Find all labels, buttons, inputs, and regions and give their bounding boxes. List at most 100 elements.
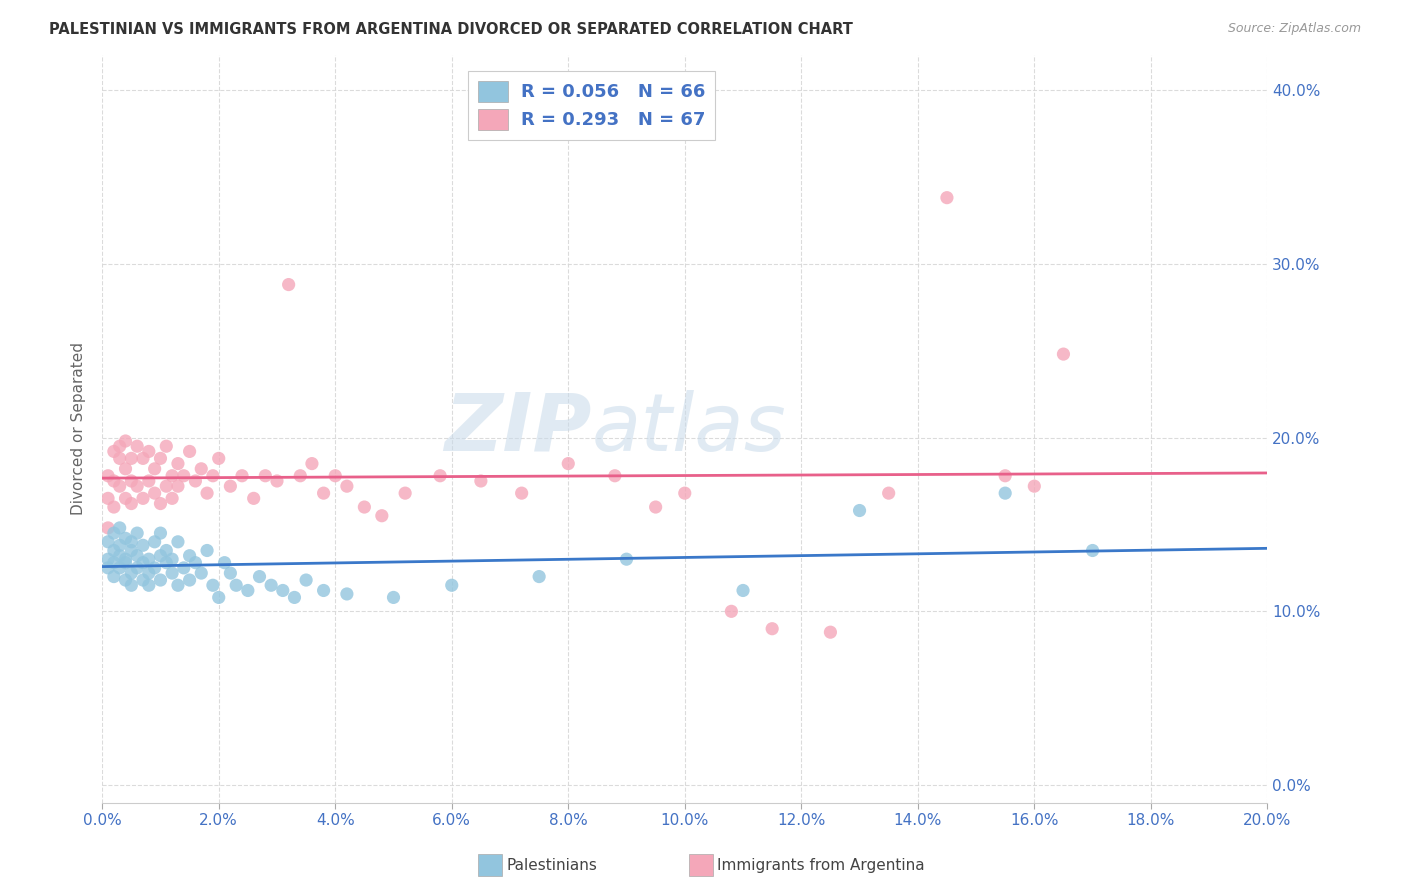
Point [114,462,136,476]
Legend: R = 0.056   N = 66, R = 0.293   N = 67: R = 0.056 N = 66, R = 0.293 N = 67 [468,71,716,140]
Point [103,556,125,570]
Point [103,543,125,558]
Point [149,497,172,511]
Point [994,468,1017,483]
Point [219,566,242,580]
Point [155,439,177,453]
Point [208,451,231,466]
Point [138,552,160,566]
Point [155,543,177,558]
Point [312,486,335,500]
Point [195,543,218,558]
Point [266,474,288,488]
Point [201,578,224,592]
Point [127,549,149,563]
Point [155,479,177,493]
Point [120,497,142,511]
Point [225,578,247,592]
Point [114,434,136,448]
Point [97,491,120,506]
Point [190,462,212,476]
Point [114,573,136,587]
Point [848,503,870,517]
Text: Source: ZipAtlas.com: Source: ZipAtlas.com [1227,22,1361,36]
Point [108,439,131,453]
Point [1081,543,1104,558]
Point [149,526,172,541]
Point [160,566,183,580]
Point [1052,347,1074,361]
Point [877,486,900,500]
Point [120,578,142,592]
Point [138,578,160,592]
Point [720,604,742,618]
Point [336,479,359,493]
Point [108,538,131,552]
Point [761,622,783,636]
Point [143,534,166,549]
Point [429,468,451,483]
Point [138,444,160,458]
Point [179,549,201,563]
Point [242,491,264,506]
Point [167,578,190,592]
Point [108,549,131,563]
Point [132,491,155,506]
Point [97,521,120,535]
Point [394,486,416,500]
Point [290,468,312,483]
Point [114,491,136,506]
Point [127,479,149,493]
Point [120,451,142,466]
Point [260,578,283,592]
Point [108,451,131,466]
Point [371,508,394,523]
Point [935,191,957,205]
Point [143,561,166,575]
Point [173,561,195,575]
Point [114,552,136,566]
Point [160,468,183,483]
Point [214,556,236,570]
Text: Immigrants from Argentina: Immigrants from Argentina [717,858,925,872]
Point [236,583,259,598]
Point [283,591,305,605]
Point [97,552,120,566]
Point [527,569,550,583]
Text: PALESTINIAN VS IMMIGRANTS FROM ARGENTINA DIVORCED OR SEPARATED CORRELATION CHART: PALESTINIAN VS IMMIGRANTS FROM ARGENTINA… [49,22,853,37]
Point [103,500,125,514]
Point [160,491,183,506]
Point [108,561,131,575]
Text: ZIP: ZIP [444,390,592,467]
Point [132,538,155,552]
Point [114,556,136,570]
Point [190,566,212,580]
Point [120,534,142,549]
Point [103,526,125,541]
Point [143,462,166,476]
Point [120,543,142,558]
Point [323,468,346,483]
Point [179,444,201,458]
Point [155,556,177,570]
Point [301,457,323,471]
Point [994,486,1017,500]
Point [820,625,842,640]
Point [382,591,405,605]
Point [557,457,579,471]
Point [353,500,375,514]
Point [616,552,638,566]
Point [173,468,195,483]
Point [312,583,335,598]
Point [103,444,125,458]
Point [167,534,190,549]
Point [179,573,201,587]
Point [603,468,626,483]
Point [120,566,142,580]
Point [149,549,172,563]
Point [108,479,131,493]
Point [277,277,299,292]
Point [219,479,242,493]
Point [184,556,207,570]
Point [127,439,149,453]
